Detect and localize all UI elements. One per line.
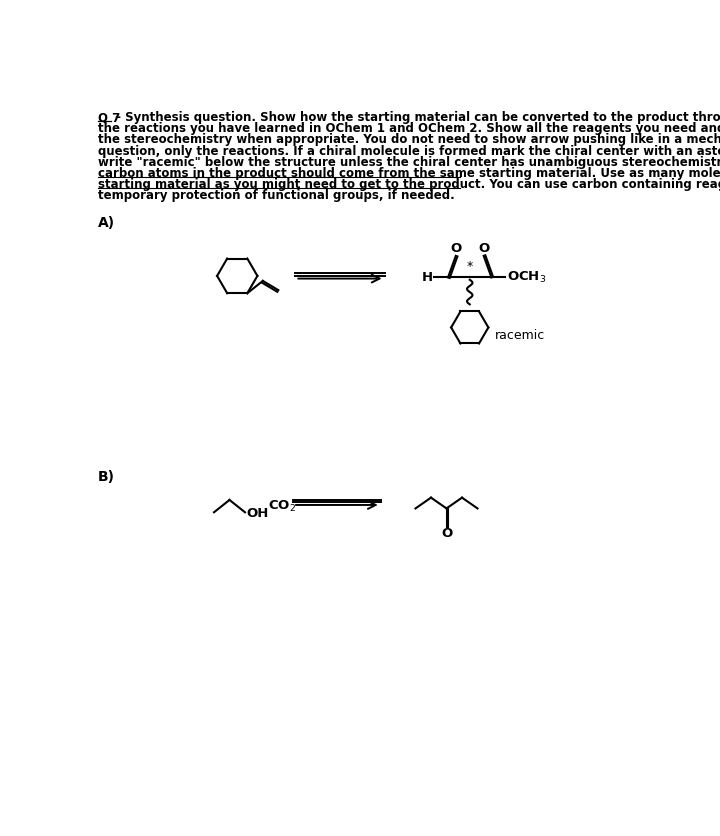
Text: Q 7: Q 7: [98, 111, 120, 124]
Text: O: O: [478, 242, 490, 256]
Text: the reactions you have learned in OChem 1 and OChem 2. Show all the reagents you: the reactions you have learned in OChem …: [98, 122, 720, 135]
Text: starting material as you might need to get to the product. You can use carbon co: starting material as you might need to g…: [98, 178, 720, 191]
Text: O: O: [450, 242, 462, 256]
Text: – Synthesis question. Show how the starting material can be converted to the pro: – Synthesis question. Show how the start…: [112, 111, 720, 124]
Text: carbon atoms in the product should come from the same starting material. Use as : carbon atoms in the product should come …: [98, 167, 720, 180]
Text: OH: OH: [246, 507, 269, 519]
Text: CO$_2$: CO$_2$: [269, 499, 296, 514]
Text: OCH$_3$: OCH$_3$: [507, 270, 546, 285]
Text: O: O: [441, 528, 453, 540]
Text: *: *: [467, 260, 473, 273]
Text: the stereochemistry when appropriate. You do not need to show arrow pushing like: the stereochemistry when appropriate. Yo…: [98, 134, 720, 146]
Text: question, only the reactions. If a chiral molecule is formed mark the chiral cen: question, only the reactions. If a chira…: [98, 145, 720, 158]
Text: B): B): [98, 470, 114, 484]
Text: A): A): [98, 216, 115, 230]
Text: racemic: racemic: [495, 329, 546, 342]
Text: H: H: [421, 271, 433, 284]
Text: temporary protection of functional groups, if needed.: temporary protection of functional group…: [98, 189, 454, 202]
Text: write "racemic" below the structure unless the chiral center has unambiguous ste: write "racemic" below the structure unle…: [98, 155, 720, 169]
